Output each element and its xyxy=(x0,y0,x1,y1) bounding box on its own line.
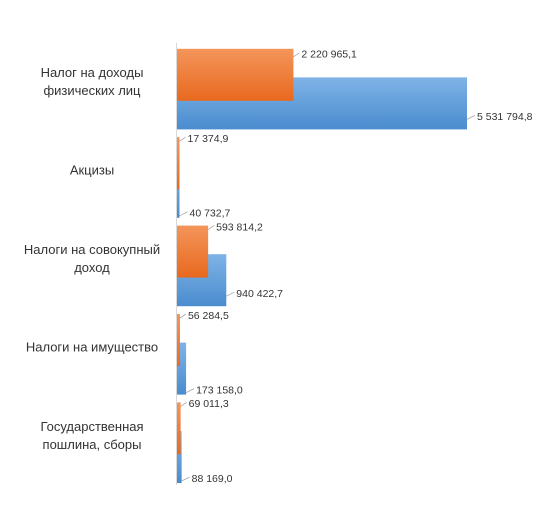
leader-line-orange-1 xyxy=(179,136,186,142)
category-label-1: Акцизы xyxy=(70,163,114,178)
category-label-2: Налоги на совокупный доход xyxy=(24,242,160,275)
bar-orange-3 xyxy=(177,314,180,366)
bar-orange-2 xyxy=(177,225,209,278)
data-label-orange-0: 2 220 965,1 xyxy=(301,49,357,61)
data-label-orange-3: 56 284,5 xyxy=(188,310,229,322)
data-label-blue-2: 940 422,7 xyxy=(236,288,283,300)
leader-line-orange-4 xyxy=(180,402,187,407)
labels-layer: 2 220 965,1 5 531 794,8 Налог на доходы физ… xyxy=(24,49,533,485)
category-label-4: Государственная пошлина, сборы xyxy=(40,419,143,452)
leader-line-orange-2 xyxy=(207,225,215,230)
leader-line-blue-3 xyxy=(185,388,195,393)
bar-orange-0 xyxy=(177,48,294,101)
data-label-orange-1: 17 374,9 xyxy=(188,133,229,145)
data-label-blue-3: 173 158,0 xyxy=(196,384,243,396)
bar-orange-1 xyxy=(177,137,180,190)
category-label-0: Налог на доходы физических лиц xyxy=(41,66,144,99)
bar-blue-3 xyxy=(177,342,187,395)
leader-line-orange-0 xyxy=(293,52,300,58)
bar-blue-4 xyxy=(177,431,182,483)
data-label-blue-0: 5 531 794,8 xyxy=(477,111,533,123)
data-label-orange-2: 593 814,2 xyxy=(216,221,263,233)
leader-line-blue-0 xyxy=(466,115,476,120)
leader-line-orange-3 xyxy=(179,313,187,319)
leader-line-blue-4 xyxy=(181,476,190,482)
bar-blue-1 xyxy=(177,165,180,218)
leader-line-blue-1 xyxy=(179,211,188,217)
bar-orange-4 xyxy=(177,402,181,455)
data-label-blue-1: 40 732,7 xyxy=(190,208,231,220)
data-label-blue-4: 88 169,0 xyxy=(192,473,233,485)
bars-layer xyxy=(177,48,467,483)
category-label-3: Налоги на имущество xyxy=(26,340,158,355)
leader-line-blue-2 xyxy=(226,291,235,297)
data-label-orange-4: 69 011,3 xyxy=(189,398,229,410)
